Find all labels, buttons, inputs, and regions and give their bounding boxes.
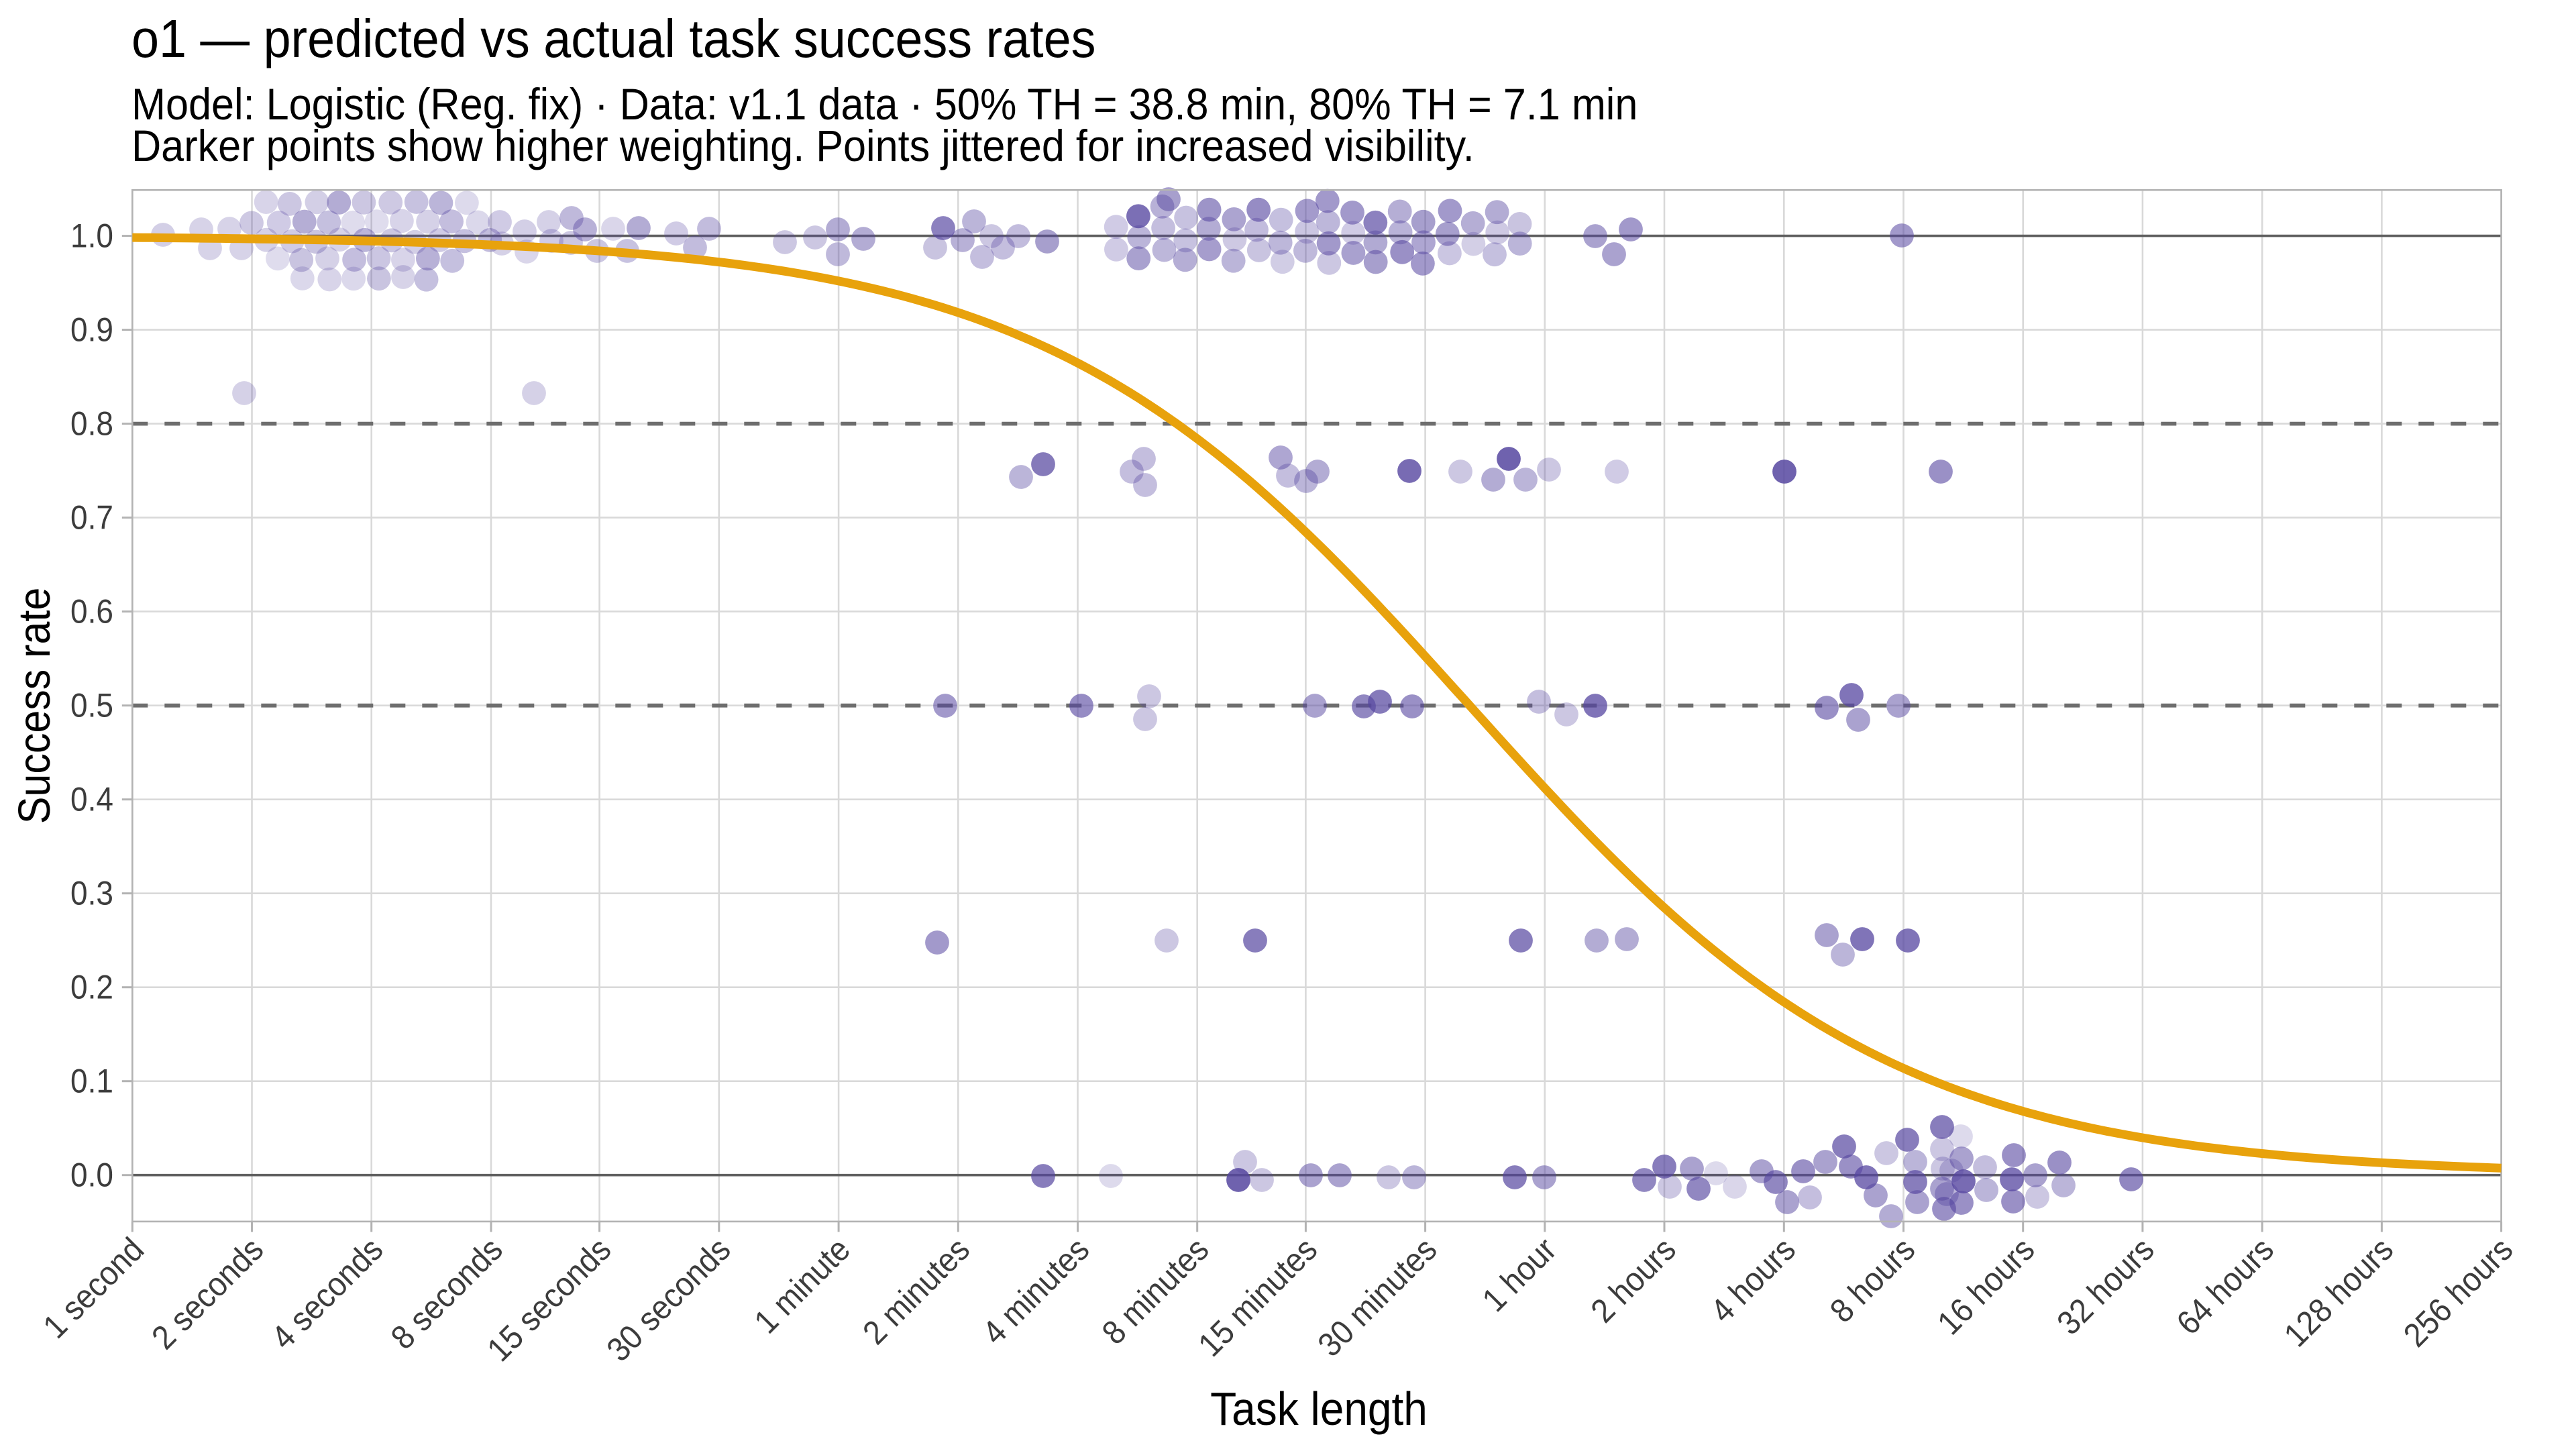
svg-text:0.7: 0.7 (70, 499, 113, 537)
svg-text:0.2: 0.2 (70, 969, 113, 1006)
svg-text:Darker points show higher weig: Darker points show higher weighting. Poi… (131, 121, 1474, 171)
svg-text:0.0: 0.0 (70, 1157, 113, 1194)
svg-text:0.6: 0.6 (70, 593, 113, 631)
svg-text:0.1: 0.1 (70, 1063, 113, 1100)
svg-text:0.5: 0.5 (70, 687, 113, 724)
svg-text:Model: Logistic (Reg. fix) · D: Model: Logistic (Reg. fix) · Data: v1.1 … (131, 80, 1638, 129)
svg-text:0.9: 0.9 (70, 311, 113, 349)
svg-text:0.4: 0.4 (70, 781, 113, 818)
svg-text:Task length: Task length (1210, 1383, 1428, 1435)
svg-text:0.8: 0.8 (70, 405, 113, 443)
svg-text:1.0: 1.0 (70, 217, 113, 255)
svg-text:o1 — predicted vs actual task: o1 — predicted vs actual task success ra… (131, 9, 1095, 68)
svg-text:0.3: 0.3 (70, 875, 113, 912)
svg-text:Success rate: Success rate (9, 588, 60, 824)
